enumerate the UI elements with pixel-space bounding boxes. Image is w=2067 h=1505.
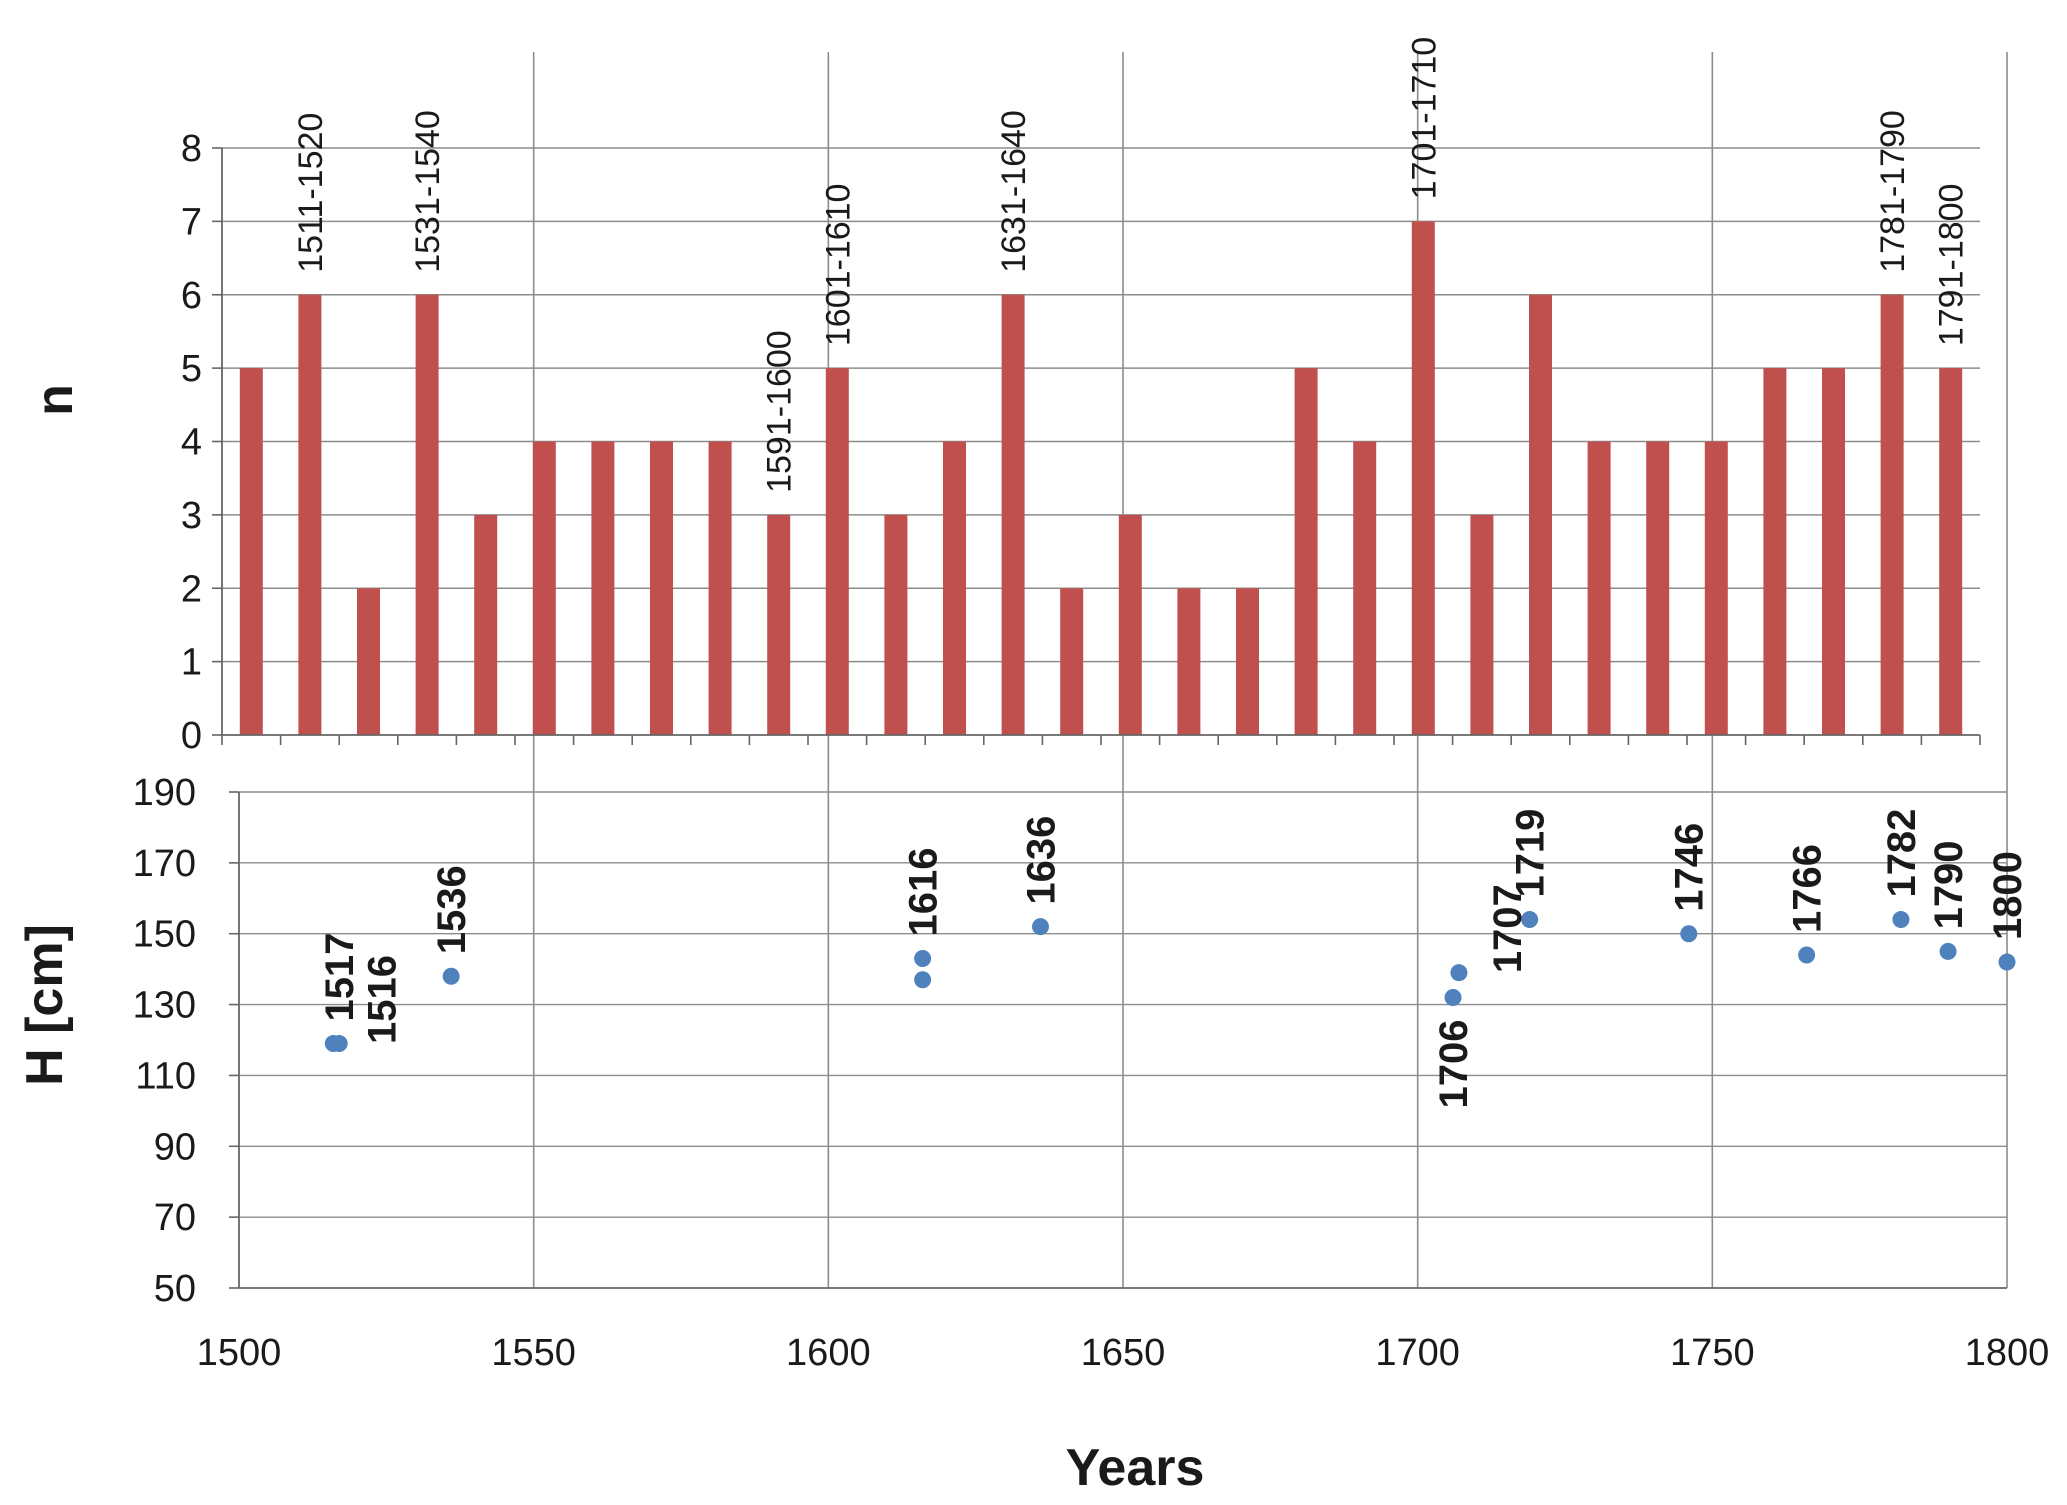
bar-1665	[1177, 588, 1201, 735]
bar-y-axis-title: n	[26, 384, 84, 416]
bar-annotation: 1781-1790	[1874, 110, 1912, 273]
x-tick-label: 1500	[197, 1332, 282, 1374]
bar-1605	[825, 368, 849, 735]
bar-ytick-label: 3	[181, 495, 202, 537]
x-tick-label: 1650	[1081, 1332, 1166, 1374]
scatter-ytick-label: 150	[133, 914, 196, 956]
scatter-point-1800	[1998, 953, 2016, 971]
bar-ytick-label: 4	[181, 422, 202, 464]
bar-1795	[1939, 368, 1963, 735]
scatter-point-1517	[330, 1035, 348, 1053]
scatter-point-1706	[1444, 988, 1462, 1006]
bar-1715	[1470, 514, 1494, 735]
gridlines	[222, 52, 2008, 1288]
bar-1575	[650, 441, 673, 735]
bar-1785	[1880, 294, 1904, 735]
point-label: 1707	[1486, 884, 1530, 973]
point-label: 1719	[1509, 809, 1553, 898]
bar-1565	[591, 441, 615, 735]
bar-1505	[239, 368, 263, 735]
x-tick-label: 1600	[786, 1332, 871, 1374]
point-label: 1782	[1880, 809, 1924, 898]
bar-ytick-label: 0	[181, 715, 202, 757]
bar-annotation: 1631-1640	[995, 110, 1033, 273]
x-tick-label: 1550	[491, 1332, 576, 1374]
bar-1765	[1763, 368, 1787, 735]
bar-1585	[708, 441, 732, 735]
bar-annotation: 1601-1610	[819, 184, 857, 347]
point-label: 1766	[1786, 844, 1830, 933]
bar-1675	[1236, 588, 1259, 735]
bar-ytick-label: 6	[181, 275, 202, 317]
point-label: 1790	[1927, 840, 1971, 929]
scatter-point-1719	[1521, 911, 1539, 929]
x-axis-title: Years	[1066, 1439, 1205, 1497]
bar-1755	[1704, 441, 1728, 735]
bar-1625	[943, 441, 966, 735]
bar-annotation: 1791-1800	[1933, 184, 1971, 347]
scatter-point-1636	[1031, 918, 1049, 936]
scatter-point-1616	[914, 950, 932, 968]
scatter-series	[324, 911, 2016, 1053]
bar-1595	[767, 514, 791, 735]
bar-ytick-label: 1	[181, 642, 202, 684]
bar-1685	[1294, 368, 1318, 735]
scatter-y-axis-title: H [cm]	[16, 924, 74, 1086]
point-label: 1616	[902, 848, 946, 937]
point-label: 1800	[1986, 851, 2030, 940]
bar-ytick-label: 5	[181, 348, 202, 390]
scatter-ytick-label: 50	[154, 1268, 196, 1310]
bar-1735	[1587, 441, 1611, 735]
scatter-ytick-label: 170	[133, 843, 196, 885]
bar-1535	[415, 294, 439, 735]
point-label: 1706	[1432, 1019, 1476, 1108]
bar-1545	[474, 514, 498, 735]
bar-1635	[1001, 294, 1025, 735]
bar-1555	[532, 441, 556, 735]
bar-series	[239, 221, 1963, 735]
x-tick-label: 1700	[1375, 1332, 1460, 1374]
bar-1695	[1353, 441, 1377, 735]
point-label: 1746	[1668, 823, 1712, 912]
scatter-point-1616	[914, 971, 932, 989]
scatter-point-1707	[1450, 964, 1468, 982]
scatter-point-1790	[1939, 942, 1957, 960]
bar-1745	[1646, 441, 1670, 735]
bar-annotation: 1511-1520	[292, 113, 330, 273]
bar-annotation: 1591-1600	[761, 330, 799, 493]
point-label: 1636	[1019, 816, 1063, 905]
scatter-point-1746	[1680, 925, 1698, 943]
scatter-ytick-label: 130	[133, 985, 196, 1027]
bar-1615	[884, 514, 908, 735]
x-tick-label: 1800	[1965, 1332, 2050, 1374]
scatter-ytick-label: 70	[154, 1197, 196, 1239]
axes: 0 1 2 3 4 5 6 7 8 50 70 90 110 130 150 170 190 1500 1550 16…	[133, 128, 2050, 1374]
scatter-ytick-label: 90	[154, 1126, 196, 1168]
bar-ytick-label: 7	[181, 201, 202, 243]
x-tick-label: 1750	[1670, 1332, 1755, 1374]
point-label: 1536	[430, 865, 474, 954]
bar-1705	[1411, 221, 1435, 735]
scatter-ytick-label: 110	[135, 1055, 196, 1097]
bar-annotation: 1701-1710	[1405, 37, 1443, 200]
scatter-ytick-label: 190	[133, 772, 196, 814]
point-label: 1516	[360, 955, 404, 1044]
scatter-point-1536	[442, 967, 460, 985]
scatter-point-1782	[1892, 911, 1910, 929]
scatter-point-1766	[1798, 946, 1816, 964]
point-label: 1517	[318, 933, 362, 1022]
bar-1525	[357, 588, 380, 735]
bar-1655	[1118, 514, 1142, 735]
bar-1775	[1822, 368, 1845, 735]
bar-ytick-label: 2	[181, 568, 202, 610]
bar-annotation: 1531-1540	[409, 110, 447, 273]
bar-1515	[298, 294, 322, 735]
bar-1645	[1060, 588, 1084, 735]
bar-ytick-label: 8	[181, 128, 202, 170]
bar-1725	[1529, 294, 1552, 735]
